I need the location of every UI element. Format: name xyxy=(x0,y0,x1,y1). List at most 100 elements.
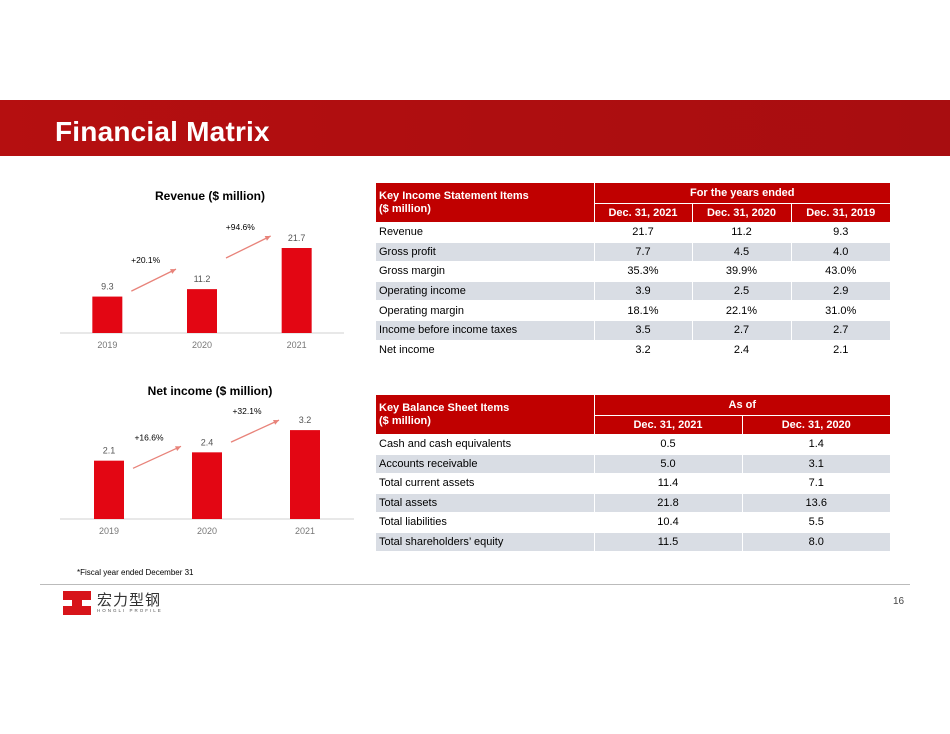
growth-arrowhead xyxy=(175,446,181,451)
cell-value: 4.5 xyxy=(691,241,791,262)
x-tick-label: 2021 xyxy=(287,340,307,350)
footnote: *Fiscal year ended December 31 xyxy=(77,568,194,577)
company-logo: 宏力型钢 HONGLI PROFILE xyxy=(63,589,173,617)
table-row: Operating margin 18.1% 22.1% 31.0% xyxy=(376,300,890,321)
balance-column-header: Dec. 31, 2021 xyxy=(593,415,742,435)
bar-2019 xyxy=(92,296,123,333)
balance-table-group-header: As of xyxy=(593,395,890,416)
row-label: Revenue xyxy=(376,222,594,243)
page-number: 16 xyxy=(893,596,905,607)
cell-value: 9.3 xyxy=(790,222,890,243)
x-tick-label: 2019 xyxy=(99,526,119,536)
income-table-header-label: Key Income Statement Items ($ million) xyxy=(376,183,594,223)
cell-value: 5.5 xyxy=(741,512,890,532)
row-label: Cash and cash equivalents xyxy=(376,434,594,454)
table-row: Gross margin 35.3% 39.9% 43.0% xyxy=(376,261,890,282)
table-row: Total liabilities 10.4 5.5 xyxy=(376,512,890,532)
cell-value: 11.5 xyxy=(593,531,742,551)
row-label: Gross margin xyxy=(376,261,594,282)
cell-value: 11.2 xyxy=(691,222,791,243)
table-row: Revenue 21.7 11.2 9.3 xyxy=(376,222,890,243)
row-label: Accounts receivable xyxy=(376,453,594,474)
cell-value: 11.4 xyxy=(593,473,742,493)
cell-value: 35.3% xyxy=(593,261,692,282)
cell-value: 3.9 xyxy=(593,280,692,301)
revenue-chart: Revenue ($ million) 9.3 2019 11.2 2020 21.7 2… xyxy=(60,180,360,360)
income-column-header: Dec. 31, 2021 xyxy=(593,203,692,223)
footer-divider xyxy=(40,584,910,585)
table-row: Total shareholders’ equity 11.5 8.0 xyxy=(376,531,890,551)
net-income-chart: Net income ($ million) 2.1 2019 2.4 2020 3.2… xyxy=(60,375,360,545)
cell-value: 13.6 xyxy=(741,492,890,513)
cell-value: 10.4 xyxy=(593,512,742,532)
cell-value: 39.9% xyxy=(691,261,791,282)
cell-value: 21.8 xyxy=(593,492,742,513)
x-tick-label: 2019 xyxy=(97,340,117,350)
income-table-group-header: For the years ended xyxy=(593,183,890,204)
growth-arrowhead xyxy=(264,236,271,241)
growth-label: +94.6% xyxy=(226,222,256,232)
data-label: 2.1 xyxy=(103,446,116,456)
cell-value: 3.2 xyxy=(593,339,692,360)
growth-arrow xyxy=(225,235,271,259)
row-label: Operating margin xyxy=(376,300,594,321)
row-label: Total shareholders’ equity xyxy=(376,531,594,551)
data-label: 2.4 xyxy=(201,437,214,447)
growth-arrow xyxy=(132,445,182,469)
cell-value: 3.1 xyxy=(741,453,890,474)
data-label: 9.3 xyxy=(101,282,114,292)
growth-arrow xyxy=(131,268,177,292)
balance-column-header: Dec. 31, 2020 xyxy=(741,415,890,435)
logo-icon xyxy=(63,591,91,615)
row-label: Net income xyxy=(376,339,594,360)
table-row: Total current assets 11.4 7.1 xyxy=(376,473,890,493)
table-row: Gross profit 7.7 4.5 4.0 xyxy=(376,241,890,262)
row-label: Income before income taxes xyxy=(376,319,594,341)
table-row: Net income 3.2 2.4 2.1 xyxy=(376,339,890,360)
balance-table-header-label: Key Balance Sheet Items ($ million) xyxy=(376,395,594,435)
income-column-header: Dec. 31, 2019 xyxy=(790,203,890,223)
table-row: Income before income taxes 3.5 2.7 2.7 xyxy=(376,319,890,341)
net-income-chart-plot: 2.1 2019 2.4 2020 3.2 2021 +16.6% +32.1% xyxy=(60,406,354,536)
row-label: Operating income xyxy=(376,280,594,301)
growth-label: +20.1% xyxy=(131,255,161,265)
growth-arrowhead xyxy=(273,419,279,425)
cell-value: 0.5 xyxy=(593,434,742,454)
cell-value: 7.7 xyxy=(593,241,692,262)
x-tick-label: 2021 xyxy=(295,526,315,536)
cell-value: 2.7 xyxy=(790,319,890,341)
chart-title: Net income ($ million) xyxy=(147,384,273,398)
table-row: Operating income 3.9 2.5 2.9 xyxy=(376,280,890,301)
cell-value: 1.4 xyxy=(741,434,890,454)
bar-2021 xyxy=(290,430,320,519)
cell-value: 4.0 xyxy=(790,241,890,262)
cell-value: 2.9 xyxy=(790,280,890,301)
table-row: Total assets 21.8 13.6 xyxy=(376,492,890,513)
cell-value: 18.1% xyxy=(593,300,692,321)
x-tick-label: 2020 xyxy=(197,526,217,536)
growth-arrowhead xyxy=(170,269,176,274)
cell-value: 22.1% xyxy=(691,300,791,321)
cell-value: 8.0 xyxy=(741,531,890,551)
bar-2019 xyxy=(94,460,124,519)
cell-value: 43.0% xyxy=(790,261,890,282)
growth-arrow xyxy=(230,419,280,443)
balance-sheet-table: Key Balance Sheet Items ($ million) As o… xyxy=(376,395,890,551)
cell-value: 5.0 xyxy=(593,453,742,474)
cell-value: 31.0% xyxy=(790,300,890,321)
growth-label: +16.6% xyxy=(134,432,164,442)
cell-value: 21.7 xyxy=(593,222,692,243)
growth-label: +32.1% xyxy=(232,406,262,416)
cell-value: 7.1 xyxy=(741,473,890,493)
revenue-chart-plot: 9.3 2019 11.2 2020 21.7 2021 +20.1% +94.6% xyxy=(60,222,344,350)
income-statement-table: Key Income Statement Items ($ million) F… xyxy=(376,183,890,360)
cell-value: 3.5 xyxy=(593,319,692,341)
income-column-header: Dec. 31, 2020 xyxy=(691,203,791,223)
x-tick-label: 2020 xyxy=(192,340,212,350)
data-label: 3.2 xyxy=(299,415,312,425)
table-row: Cash and cash equivalents 0.5 1.4 xyxy=(376,434,890,454)
bar-2021 xyxy=(281,248,312,333)
row-label: Total liabilities xyxy=(376,512,594,532)
bar-2020 xyxy=(187,289,217,333)
table-row: Accounts receivable 5.0 3.1 xyxy=(376,453,890,474)
